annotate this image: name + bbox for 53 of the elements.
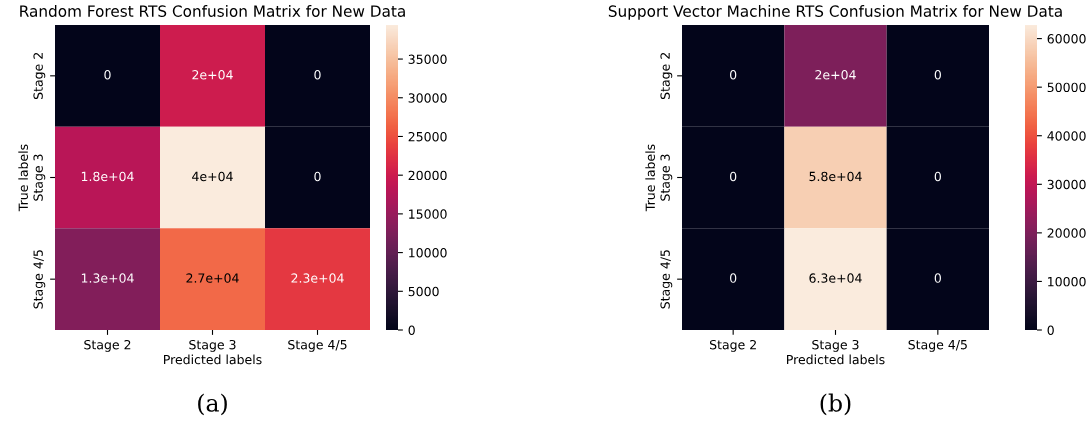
data-label: 0: [934, 70, 941, 80]
data-label: 5.8e+04: [809, 171, 862, 182]
x-tick-label: Stage 4/5: [288, 339, 347, 352]
x-tick-label: Stage 4/5: [908, 339, 967, 352]
text: (a): [198, 393, 227, 416]
data-label: 0: [104, 70, 111, 80]
data-label: 1.8e+04: [81, 171, 134, 182]
data-label: 0: [934, 171, 941, 182]
x-tick-label: Stage 3: [189, 339, 236, 352]
y-tick-label: Stage 4/5: [33, 250, 46, 309]
data-label: 0: [314, 70, 321, 80]
y-tick-label: Stage 2: [660, 53, 673, 100]
color-bar-label: 10000: [409, 248, 447, 258]
data-label: 0: [730, 273, 737, 283]
data-label: 1.3e+04: [81, 273, 134, 283]
data-label: 2.3e+04: [291, 273, 344, 283]
chart-title: Random Forest RTS Confusion Matrix for New Data: [20, 5, 405, 17]
color-bar-label: 0: [408, 325, 415, 335]
color-bar-label: 35000: [408, 54, 447, 64]
data-label: 2.7e+04: [186, 273, 239, 283]
y-tick-label: Stage 4/5: [660, 250, 673, 309]
data-label: 4e+04: [192, 171, 233, 182]
chart-title: Support Vector Machine RTS Confusion Matrix for New Data: [608, 5, 1062, 20]
color-bar-label: 50000: [1047, 82, 1086, 93]
y-axis-title: True labels: [18, 144, 28, 212]
y-axis-title: True labels: [645, 144, 655, 212]
color-bar-label: 10000: [1048, 276, 1086, 287]
data-label: 0: [934, 273, 941, 283]
color-bar-label: 20000: [408, 170, 447, 181]
data-label: 2e+04: [815, 70, 856, 80]
color-bar-label: 60000: [1047, 34, 1086, 44]
color-bar-label: 0: [1047, 325, 1054, 335]
text: (b): [820, 393, 851, 416]
color-bar-label: 5000: [408, 286, 439, 297]
data-label: 0: [730, 171, 737, 182]
data-label: 0: [730, 70, 737, 80]
color-bar-label: 40000: [1047, 131, 1086, 141]
x-tick-label: Stage 3: [812, 339, 859, 352]
color-bar-label: 20000: [1047, 228, 1086, 238]
color-bar-label: 30000: [1047, 179, 1086, 190]
y-tick-label: Stage 3: [33, 154, 46, 201]
x-axis-title: Predicted labels: [787, 354, 885, 365]
y-tick-label: Stage 3: [660, 154, 673, 201]
color-bar-label: 30000: [408, 93, 447, 103]
y-tick-label: Stage 2: [33, 53, 46, 100]
data-label: 2e+04: [192, 70, 233, 80]
x-tick-label: Stage 2: [84, 339, 131, 352]
data-label: 6.3e+04: [809, 273, 862, 283]
color-bar-label: 15000: [409, 209, 447, 219]
x-tick-label: Stage 2: [709, 339, 756, 352]
x-axis-title: Predicted labels: [164, 354, 262, 365]
color-bar-label: 25000: [408, 131, 447, 142]
data-label: 0: [314, 171, 321, 182]
